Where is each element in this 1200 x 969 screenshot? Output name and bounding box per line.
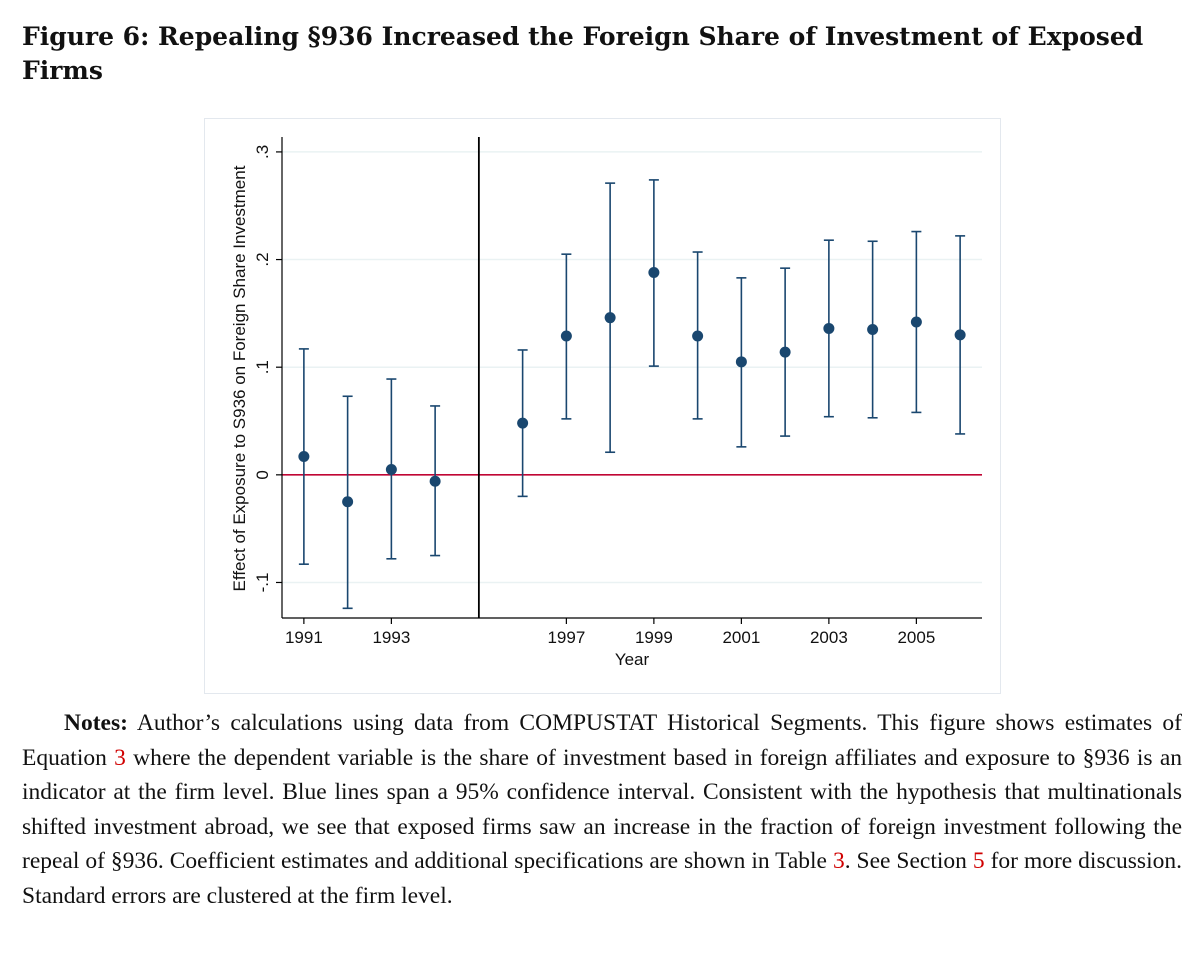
- x-tick-label: 2005: [897, 628, 935, 647]
- point-estimate: [910, 316, 922, 328]
- point-estimate: [298, 451, 310, 463]
- y-tick-label: -.1: [253, 573, 272, 593]
- figure-notes: Notes: Author’s calculations using data …: [22, 706, 1182, 913]
- notes-text-2: where the dependent variable is the shar…: [22, 744, 1183, 875]
- figure-title: Figure 6: Repealing §936 Increased the F…: [22, 22, 1144, 85]
- y-tick-label: .2: [253, 252, 272, 266]
- chart-svg: -.1 0 .1 .2 .3 1991 1993 1997 1999 2001 2003 2005 Ye…: [230, 137, 982, 669]
- table-ref-link[interactable]: 3: [832, 848, 845, 874]
- x-tick-label: 2001: [722, 628, 760, 647]
- point-estimate: [954, 329, 966, 341]
- notes-text-1: Author’s calculations using data from CO…: [22, 710, 1182, 771]
- point-estimate: [648, 266, 660, 278]
- x-tick-label: 1991: [285, 628, 323, 647]
- point-estimate: [385, 463, 397, 475]
- point-estimate: [779, 346, 791, 358]
- chart-panel: -.1 0 .1 .2 .3 1991 1993 1997 1999 2001 2003 2005 Ye…: [204, 118, 1001, 694]
- point-estimate: [604, 312, 616, 324]
- point-estimate: [692, 330, 704, 342]
- x-tick-label: 2003: [810, 628, 848, 647]
- section-ref-link[interactable]: 5: [972, 848, 985, 874]
- point-estimate: [823, 322, 835, 334]
- equation-ref-link[interactable]: 3: [114, 744, 126, 771]
- y-axis-title: Effect of Exposure to S936 on Foreign Sh…: [230, 165, 249, 591]
- point-estimate: [342, 496, 354, 508]
- x-tick-label: 1997: [547, 628, 585, 647]
- y-tick-label: .1: [253, 360, 272, 374]
- point-estimate: [867, 324, 879, 336]
- x-axis-title: Year: [615, 650, 650, 669]
- x-tick-label: 1999: [635, 628, 673, 647]
- notes-text-4: for more discussion. Standard errors are…: [22, 848, 1182, 909]
- point-estimate: [517, 417, 529, 429]
- point-estimate: [560, 330, 572, 342]
- y-tick-label: .3: [253, 145, 272, 159]
- point-estimate: [429, 475, 441, 487]
- notes-label: Notes:: [64, 710, 128, 736]
- point-estimate: [735, 356, 747, 368]
- x-tick-label: 1993: [372, 628, 410, 647]
- y-tick-label: 0: [253, 470, 272, 479]
- notes-text-3: . See Section: [844, 848, 973, 874]
